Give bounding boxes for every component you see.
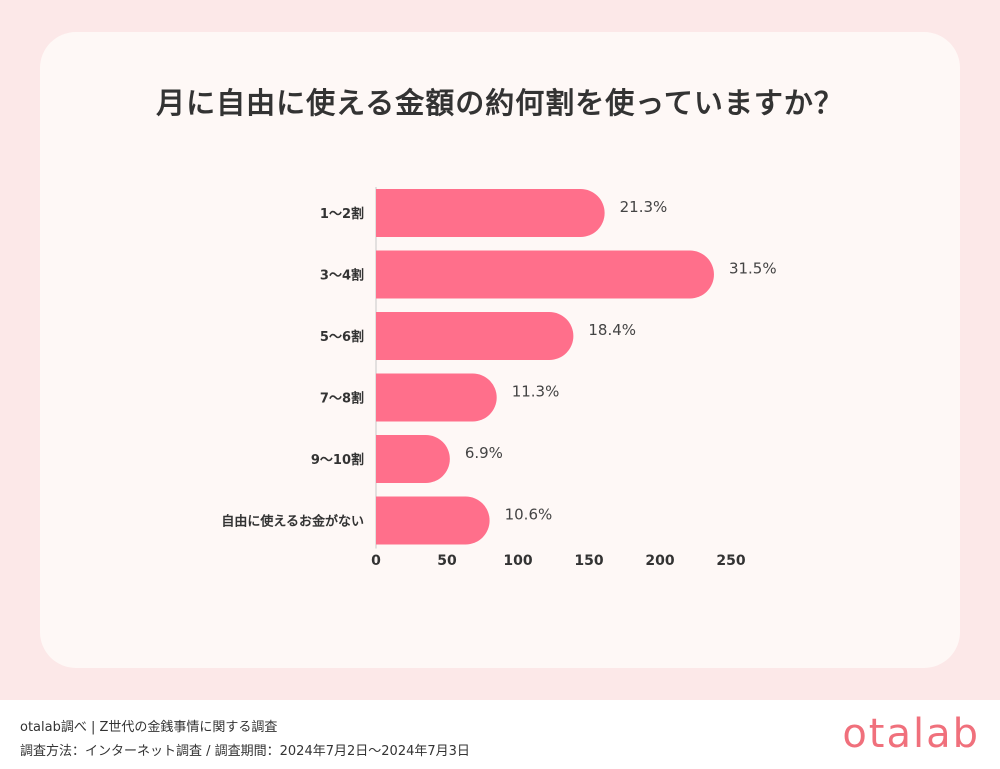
x-tick-label: 200 <box>645 553 674 569</box>
data-label: 10.6% <box>505 506 553 524</box>
data-label: 11.3% <box>512 383 560 401</box>
bar <box>376 373 497 422</box>
bar <box>376 312 574 360</box>
category-label: 自由に使えるお金がない <box>221 514 364 530</box>
bar <box>376 189 605 237</box>
category-label: 3〜4割 <box>320 268 364 284</box>
data-label: 6.9% <box>465 444 503 462</box>
bar <box>376 250 714 299</box>
category-label: 7〜8割 <box>320 391 364 407</box>
bar <box>376 435 450 483</box>
source-note: otalab調べ | Z世代の金銭事情に関する調査 <box>20 720 278 735</box>
otalab-logo: otalab <box>842 711 980 757</box>
bar-chart: 1〜2割 21.3% 3〜4割 31.5% 5〜6割 18.4% 7〜8割 11.3% 9〜10… <box>221 187 777 569</box>
category-label: 1〜2割 <box>320 206 364 222</box>
data-label: 21.3% <box>620 198 668 216</box>
data-label: 31.5% <box>729 260 777 278</box>
x-tick-label: 100 <box>503 553 532 569</box>
category-label: 9〜10割 <box>311 452 364 468</box>
footer: otalab調べ | Z世代の金銭事情に関する調査 調査方法：インターネット調査… <box>0 700 1000 769</box>
bar <box>376 496 490 545</box>
x-tick-label: 0 <box>371 553 381 569</box>
x-tick-label: 250 <box>716 553 745 569</box>
survey-method-note: 調査方法：インターネット調査 / 調査期間：2024年7月2日〜2024年7月3… <box>20 744 470 759</box>
chart-title: 月に自由に使える金額の約何割を使っていますか？ <box>156 86 844 120</box>
data-label: 18.4% <box>588 321 636 339</box>
x-tick-label: 150 <box>574 553 603 569</box>
category-label: 5〜6割 <box>320 329 364 345</box>
x-tick-label: 50 <box>437 553 457 569</box>
